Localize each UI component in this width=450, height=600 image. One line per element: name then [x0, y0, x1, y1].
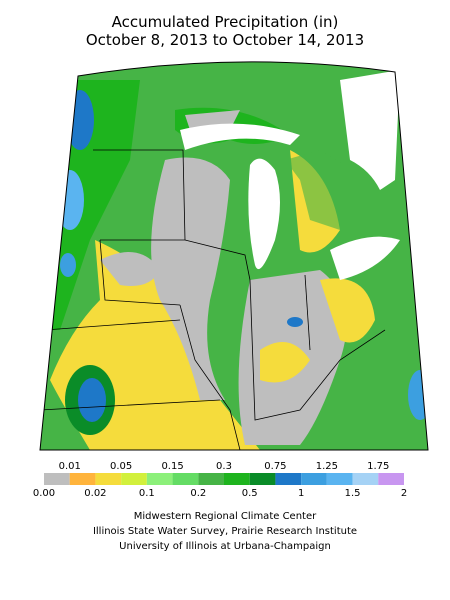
legend-label: 1.25: [316, 461, 338, 472]
legend-swatch: [172, 473, 199, 485]
legend: 0.00 0.01 0.02 0.05 0.1 0.15 0.2 0.3 0.5 0.75 1 1.2…: [33, 461, 407, 499]
legend-swatch: [326, 473, 353, 485]
legend-label: 0.02: [84, 488, 106, 499]
legend-label: 0.1: [139, 488, 155, 499]
legend-swatch: [146, 473, 173, 485]
legend-swatch: [121, 473, 147, 485]
legend-label: 0.75: [264, 461, 286, 472]
legend-label: 0.3: [216, 461, 232, 472]
legend-swatch: [275, 473, 302, 485]
legend-label: 1.5: [345, 488, 361, 499]
legend-swatch: [301, 473, 327, 485]
subtitle: October 8, 2013 to October 14, 2013: [86, 31, 364, 49]
legend-label: 0.5: [242, 488, 258, 499]
title: Accumulated Precipitation (in): [112, 13, 339, 31]
legend-swatch: [378, 473, 404, 485]
legend-label: 0.01: [59, 461, 81, 472]
legend-label: 0.00: [33, 488, 55, 499]
credit-line: University of Illinois at Urbana-Champai…: [119, 541, 331, 552]
legend-swatch: [69, 473, 96, 485]
legend-swatch: [249, 473, 276, 485]
legend-swatch: [224, 473, 250, 485]
legend-label: 0.2: [190, 488, 206, 499]
credits: Midwestern Regional Climate Center Illino…: [93, 511, 357, 552]
credit-line: Midwestern Regional Climate Center: [134, 511, 317, 522]
legend-swatch: [352, 473, 379, 485]
legend-label: 1: [298, 488, 304, 499]
legend-label: 0.15: [161, 461, 183, 472]
legend-swatch: [44, 473, 70, 485]
legend-label: 0.05: [110, 461, 132, 472]
legend-swatch: [198, 473, 224, 485]
legend-label: 2: [401, 488, 407, 499]
precip-map: [40, 61, 428, 451]
legend-label: 1.75: [367, 461, 389, 472]
credit-line: Illinois State Water Survey, Prairie Res…: [93, 526, 357, 537]
map-frame: [39, 61, 429, 451]
legend-swatch: [95, 473, 122, 485]
